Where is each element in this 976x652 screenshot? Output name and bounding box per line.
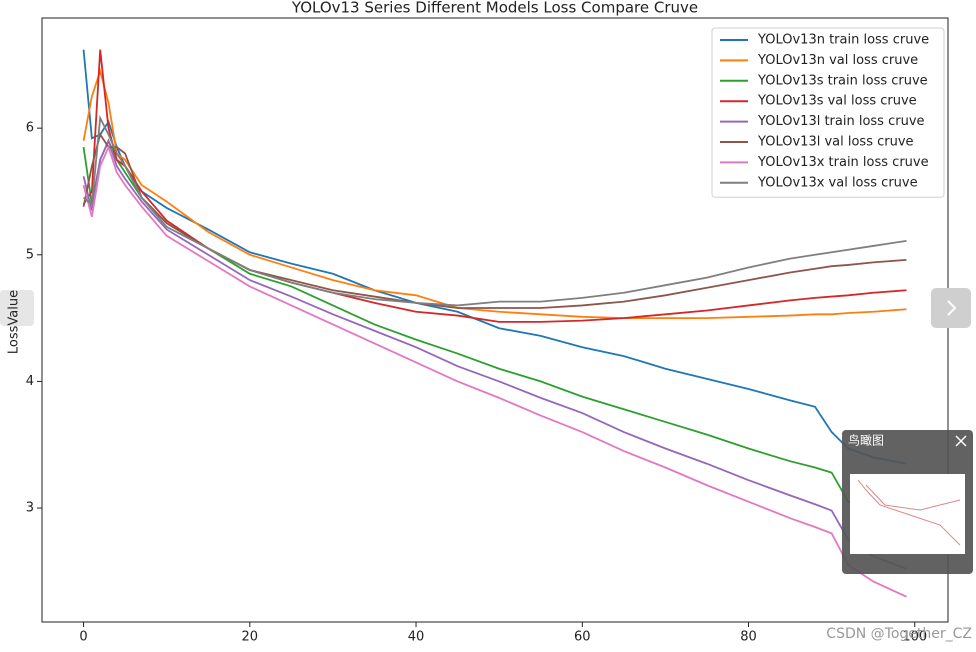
loss-line	[83, 114, 907, 307]
loss-line	[82, 132, 907, 309]
overview-title: 鸟瞰图	[848, 433, 884, 448]
thumbnail-sketch	[857, 479, 961, 546]
y-tick-label: 4	[26, 374, 34, 389]
loss-line	[82, 138, 907, 570]
loss-line	[82, 138, 907, 522]
y-tick-label: 3	[26, 501, 34, 516]
legend-label: YOLOv13n train loss cruve	[757, 33, 929, 48]
y-axis-label: LossValue	[7, 290, 22, 354]
x-tick-label: 40	[408, 630, 425, 645]
x-tick-label: 60	[574, 630, 591, 645]
overview-close[interactable]	[955, 435, 967, 447]
loss-line	[82, 68, 907, 320]
next-button[interactable]	[931, 288, 971, 328]
legend-label: YOLOv13x val loss cruve	[757, 175, 918, 190]
x-tick-label: 100	[902, 630, 927, 645]
next-icon	[947, 300, 957, 316]
legend-label: YOLOv13x train loss cruve	[757, 155, 929, 170]
chart-title: YOLOv13 Series Different Models Loss Com…	[291, 0, 698, 17]
legend-label: YOLOv13s val loss cruve	[757, 94, 917, 109]
x-tick-label: 20	[242, 630, 259, 645]
x-tick-label: 0	[79, 630, 87, 645]
watermark: CSDN @Together_CZ	[826, 626, 972, 642]
y-tick-label: 6	[26, 121, 34, 136]
legend-label: YOLOv13s train loss cruve	[757, 73, 928, 88]
legend-box	[711, 27, 945, 198]
legend-label: YOLOv13l val loss cruve	[757, 135, 914, 150]
prev-button[interactable]	[0, 290, 34, 326]
x-tick-label: 80	[740, 630, 757, 645]
legend-label: YOLOv13n val loss cruve	[757, 53, 918, 68]
y-tick-label: 5	[26, 247, 34, 262]
loss-line	[82, 144, 907, 598]
legend-label: YOLOv13l train loss cruve	[757, 114, 925, 129]
loss-line	[82, 49, 907, 323]
